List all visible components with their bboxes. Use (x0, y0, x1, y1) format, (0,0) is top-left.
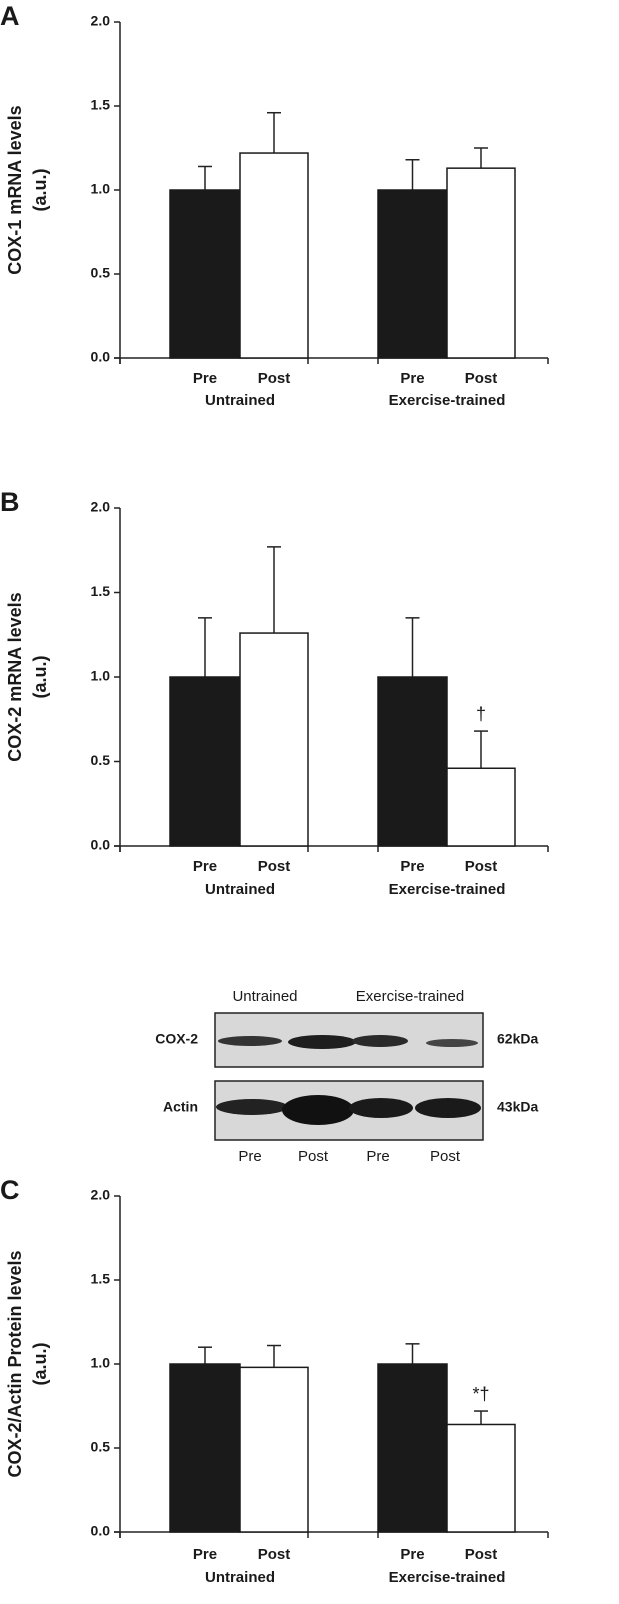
x-tick-label: Post (258, 1546, 291, 1563)
bar (169, 676, 241, 847)
group-label: Untrained (205, 392, 275, 409)
bar (446, 1423, 516, 1533)
bar (169, 189, 241, 359)
y-tick-label: 2.0 (91, 13, 111, 29)
blot-lane-label: Post (430, 1148, 461, 1165)
bar (446, 767, 516, 847)
blot-group-label: Untrained (232, 988, 297, 1005)
blot-group-label: Exercise-trained (356, 988, 464, 1005)
annotation: *† (472, 1384, 489, 1404)
y-tick-label: 1.5 (91, 583, 111, 599)
y-axis-label: (a.u.) (30, 1342, 50, 1385)
y-tick-label: 0.0 (91, 1523, 111, 1539)
blot-row-label: COX-2 (155, 1031, 198, 1047)
bar (239, 632, 309, 847)
y-tick-label: 0.5 (91, 752, 111, 768)
y-tick-label: 2.0 (91, 499, 111, 515)
x-tick-label: Pre (400, 1546, 424, 1563)
group-label: Untrained (205, 881, 275, 898)
blot-size-label: 62kDa (497, 1031, 538, 1047)
y-tick-label: 0.5 (91, 265, 111, 281)
x-tick-label: Post (465, 858, 498, 875)
x-tick-label: Post (258, 370, 291, 387)
annotation: † (476, 704, 486, 724)
y-tick-label: 1.0 (91, 668, 111, 684)
x-tick-label: Post (258, 858, 291, 875)
group-label: Untrained (205, 1569, 275, 1586)
panel-letter: A (0, 1, 20, 31)
x-tick-label: Post (465, 370, 498, 387)
blot-lane-label: Pre (366, 1148, 389, 1165)
panel-letter: B (0, 487, 20, 517)
bar (377, 1363, 448, 1533)
y-axis-label: COX-1 mRNA levels (5, 105, 25, 274)
blot-size-label: 43kDa (497, 1099, 538, 1115)
blot-lane-label: Post (298, 1148, 329, 1165)
group-label: Exercise-trained (389, 881, 506, 898)
bar (169, 1363, 241, 1533)
x-tick-label: Pre (193, 370, 217, 387)
bar (377, 189, 448, 359)
y-tick-label: 1.0 (91, 181, 111, 197)
y-tick-label: 1.5 (91, 1271, 111, 1287)
panel-letter: C (0, 1175, 20, 1205)
y-tick-label: 0.0 (91, 349, 111, 365)
blot-image (214, 1012, 484, 1141)
y-tick-label: 2.0 (91, 1187, 111, 1203)
y-tick-label: 0.0 (91, 837, 111, 853)
y-tick-label: 1.0 (91, 1355, 111, 1371)
x-tick-label: Pre (193, 1546, 217, 1563)
bar (446, 167, 516, 359)
group-label: Exercise-trained (389, 392, 506, 409)
x-tick-label: Pre (193, 858, 217, 875)
bar (239, 1366, 309, 1533)
y-axis-label: (a.u.) (30, 655, 50, 698)
y-axis-label: (a.u.) (30, 168, 50, 211)
group-label: Exercise-trained (389, 1569, 506, 1586)
y-axis-label: COX-2 mRNA levels (5, 592, 25, 761)
blot-lane-label: Pre (238, 1148, 261, 1165)
blot-row-label: Actin (163, 1099, 198, 1115)
x-tick-label: Post (465, 1546, 498, 1563)
x-tick-label: Pre (400, 858, 424, 875)
y-tick-label: 1.5 (91, 97, 111, 113)
y-tick-label: 0.5 (91, 1439, 111, 1455)
bar (239, 152, 309, 359)
bar (377, 676, 448, 847)
x-tick-label: Pre (400, 370, 424, 387)
y-axis-label: COX-2/Actin Protein levels (5, 1250, 25, 1477)
